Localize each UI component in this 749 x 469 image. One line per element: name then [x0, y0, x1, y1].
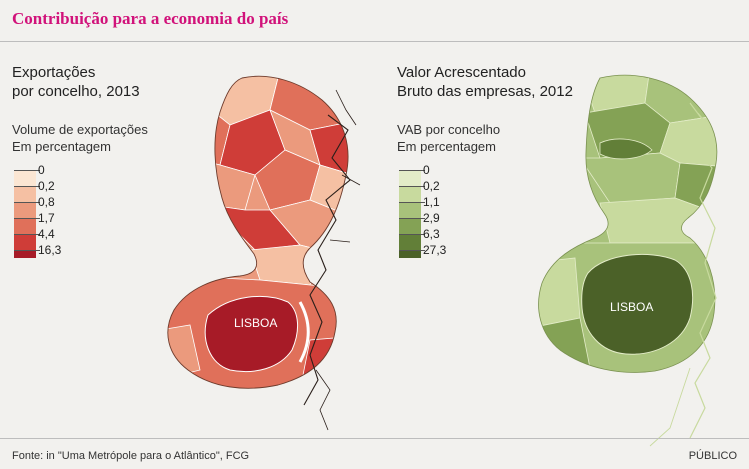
exports-legend-tick — [14, 186, 40, 187]
exports-legend-swatch — [14, 234, 36, 250]
exports-legend-tick — [14, 202, 40, 203]
source-note: Fonte: in "Uma Metrópole para o Atlântic… — [12, 450, 250, 462]
gva-legend-tick — [399, 186, 425, 187]
exports-legend-value: 0,2 — [38, 179, 55, 193]
gva-legend-swatch — [399, 186, 421, 202]
gva-legend-swatch — [399, 234, 421, 250]
exports-legend-swatch — [14, 218, 36, 234]
publisher-brand: PÚBLICO — [688, 450, 737, 462]
exports-legend-swatch — [14, 250, 36, 258]
exports-legend-tick — [14, 234, 40, 235]
bottom-divider — [0, 438, 749, 439]
exports-legend-value: 16,3 — [38, 243, 62, 257]
gva-legend-value: 6,3 — [423, 227, 440, 241]
left-panel-title: Exportações por concelho, 2013 — [12, 63, 140, 101]
exports-legend-tick — [14, 218, 40, 219]
gva-legend-swatch — [399, 170, 421, 186]
gva-legend-tick — [399, 202, 425, 203]
gva-legend-value: 1,1 — [423, 195, 440, 209]
left-title-line2: por concelho, 2013 — [12, 83, 140, 100]
gva-legend-tick — [399, 234, 425, 235]
right-legend-title: VAB por concelho Em percentagem — [397, 121, 500, 155]
left-legend-title-line2: Em percentagem — [12, 139, 111, 154]
right-panel-title: Valor Acrescentado Bruto das empresas, 2… — [397, 63, 573, 101]
top-divider — [0, 41, 749, 42]
right-title-line1: Valor Acrescentado — [397, 64, 526, 81]
right-title-line2: Bruto das empresas, 2012 — [397, 83, 573, 100]
gva-legend-value: 0,2 — [423, 179, 440, 193]
exports-legend-value: 0,8 — [38, 195, 55, 209]
gva-legend-tick — [399, 218, 425, 219]
exports-legend-swatch — [14, 170, 36, 186]
exports-legend-value: 0 — [38, 163, 45, 177]
gva-legend-swatch — [399, 202, 421, 218]
gva-legend-tick — [399, 170, 425, 171]
exports-legend-swatch — [14, 202, 36, 218]
gva-cartogram: LISBOA — [538, 74, 718, 447]
left-title-line1: Exportações — [12, 64, 96, 81]
lisboa-label-right: LISBOA — [610, 300, 653, 314]
left-legend-title-line1: Volume de exportações — [12, 122, 148, 137]
exports-legend-tick — [14, 250, 40, 251]
gva-legend-value: 0 — [423, 163, 430, 177]
exports-legend-tick — [14, 170, 40, 171]
exports-cartogram: LISBOA — [167, 75, 361, 431]
gva-legend-swatch — [399, 218, 421, 234]
gva-legend-value: 2,9 — [423, 211, 440, 225]
lisboa-label-left: LISBOA — [234, 316, 277, 330]
page-title: Contribuição para a economia do país — [12, 9, 289, 28]
gva-legend-swatch — [399, 250, 421, 258]
gva-legend-value: 27,3 — [423, 243, 447, 257]
left-legend-title: Volume de exportações Em percentagem — [12, 121, 148, 155]
exports-legend-value: 1,7 — [38, 211, 55, 225]
exports-legend-swatch — [14, 186, 36, 202]
right-legend-title-line1: VAB por concelho — [397, 122, 501, 137]
exports-legend-value: 4,4 — [38, 227, 55, 241]
gva-legend-tick — [399, 250, 425, 251]
right-legend-title-line2: Em percentagem — [397, 139, 496, 154]
